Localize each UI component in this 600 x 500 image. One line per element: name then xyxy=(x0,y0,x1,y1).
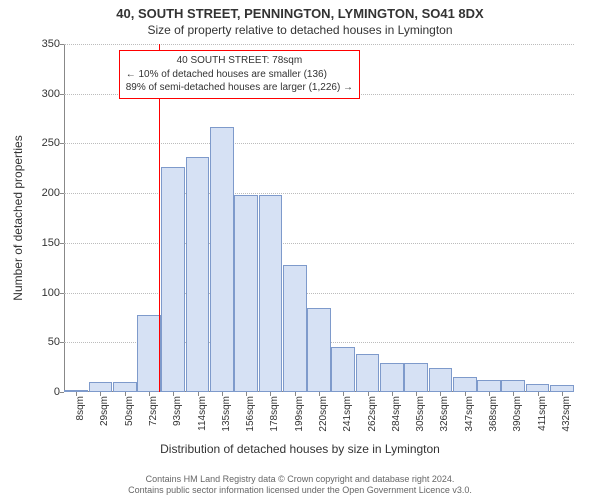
x-tick-label: 8sqm xyxy=(76,396,86,420)
histogram-bar xyxy=(283,265,307,392)
histogram-bar xyxy=(137,315,161,392)
histogram-bar xyxy=(331,347,355,392)
chart-title: 40, SOUTH STREET, PENNINGTON, LYMINGTON,… xyxy=(0,0,600,21)
annotation-line: 89% of semi-detached houses are larger (… xyxy=(126,81,353,95)
x-tick-label: 262sqm xyxy=(368,396,378,432)
footer-attribution: Contains HM Land Registry data © Crown c… xyxy=(0,474,600,497)
y-tick-label: 350 xyxy=(42,38,64,50)
x-tick-label: 93sqm xyxy=(173,396,183,426)
y-tick-label: 300 xyxy=(42,88,64,100)
x-tick-label: 411sqm xyxy=(538,396,548,431)
histogram-bar xyxy=(259,195,283,392)
x-tick-label: 432sqm xyxy=(562,396,572,432)
histogram-bar xyxy=(404,363,428,392)
x-tick-label: 284sqm xyxy=(392,396,402,432)
gridline xyxy=(64,293,574,294)
x-tick-label: 347sqm xyxy=(465,396,475,432)
histogram-bar xyxy=(550,385,574,392)
histogram-bar xyxy=(113,382,137,392)
chart-subtitle: Size of property relative to detached ho… xyxy=(0,21,600,39)
footer-line-2: Contains public sector information licen… xyxy=(0,485,600,496)
x-tick-label: 72sqm xyxy=(149,396,159,426)
histogram-bar xyxy=(501,380,525,392)
gridline xyxy=(64,44,574,45)
histogram-bar xyxy=(477,380,501,392)
gridline xyxy=(64,193,574,194)
gridline xyxy=(64,143,574,144)
y-axis-title: Number of detached properties xyxy=(11,135,25,300)
x-tick-label: 305sqm xyxy=(416,396,426,432)
x-tick-label: 220sqm xyxy=(319,396,329,432)
x-axis-title: Distribution of detached houses by size … xyxy=(160,442,440,456)
histogram-bar xyxy=(89,382,113,392)
histogram-bar xyxy=(186,157,210,392)
y-tick-label: 0 xyxy=(54,386,64,398)
histogram-bar xyxy=(526,384,550,392)
x-tick-label: 368sqm xyxy=(489,396,499,432)
histogram-bar xyxy=(356,354,380,392)
y-tick-label: 50 xyxy=(48,336,64,348)
y-tick-label: 100 xyxy=(42,287,64,299)
annotation-line: 40 SOUTH STREET: 78sqm xyxy=(126,54,353,68)
histogram-bar xyxy=(453,377,477,392)
x-tick-label: 326sqm xyxy=(440,396,450,432)
histogram-bar xyxy=(380,363,404,392)
x-tick-label: 29sqm xyxy=(100,396,110,426)
histogram-bar xyxy=(429,368,453,392)
y-tick-label: 150 xyxy=(42,237,64,249)
y-tick-label: 200 xyxy=(42,187,64,199)
footer-line-1: Contains HM Land Registry data © Crown c… xyxy=(0,474,600,485)
annotation-box: 40 SOUTH STREET: 78sqm← 10% of detached … xyxy=(119,50,360,99)
x-tick-label: 135sqm xyxy=(222,396,232,432)
histogram-bar xyxy=(307,308,331,393)
x-tick-label: 50sqm xyxy=(125,396,135,426)
histogram-bar xyxy=(210,127,234,392)
x-tick-label: 178sqm xyxy=(270,396,280,432)
histogram-bar xyxy=(161,167,185,392)
x-tick-label: 114sqm xyxy=(198,396,208,431)
x-tick-label: 390sqm xyxy=(513,396,523,432)
plot-area: 0501001502002503003508sqm29sqm50sqm72sqm… xyxy=(64,44,574,392)
annotation-line: ← 10% of detached houses are smaller (13… xyxy=(126,68,353,82)
gridline xyxy=(64,243,574,244)
x-tick-label: 199sqm xyxy=(295,396,305,432)
histogram-bar xyxy=(234,195,258,392)
x-tick-label: 156sqm xyxy=(246,396,256,432)
x-tick-label: 241sqm xyxy=(343,396,353,432)
y-tick-label: 250 xyxy=(42,137,64,149)
